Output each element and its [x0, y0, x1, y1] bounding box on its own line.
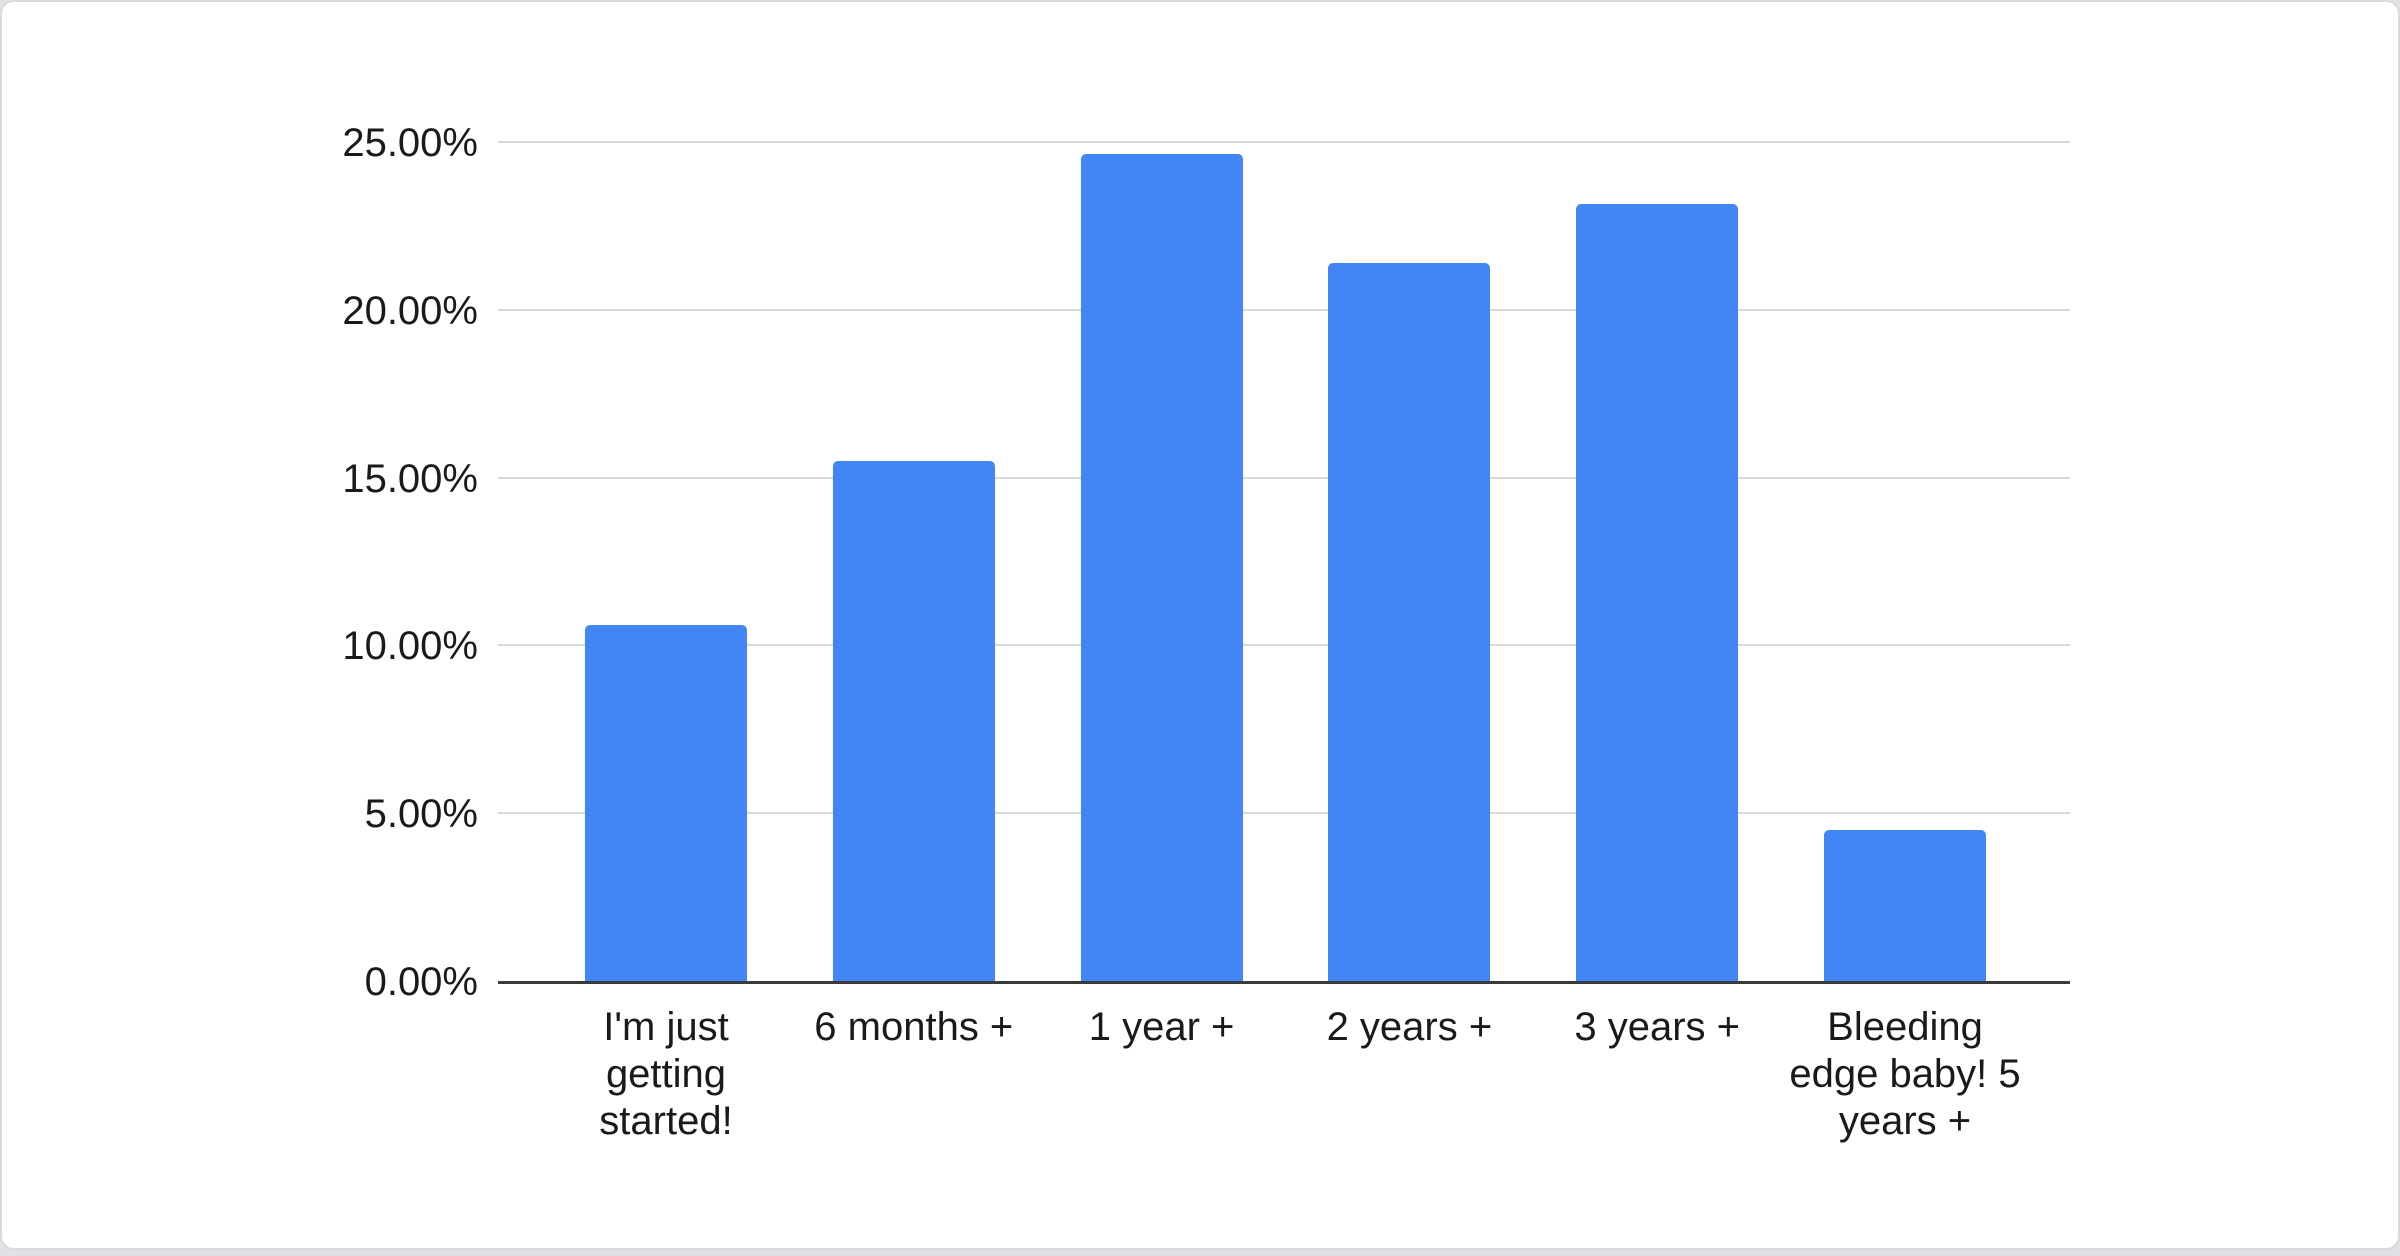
x-axis-label-3: 2 years +	[1326, 1005, 1493, 1049]
x-axis-label-0: I'm just getting started!	[599, 1005, 733, 1143]
page-background-strip	[0, 1250, 2400, 1256]
y-axis-label-20: 20.00%	[342, 288, 478, 333]
bar-4	[1576, 204, 1739, 981]
gridline-10	[498, 644, 2070, 647]
gridline-15	[498, 476, 2070, 479]
plot-area	[498, 141, 2070, 984]
y-axis-label-15: 15.00%	[342, 456, 478, 501]
gridline-5	[498, 812, 2070, 815]
bar-1	[832, 460, 995, 981]
y-axis-label-10: 10.00%	[342, 624, 478, 669]
gridline-25	[498, 141, 2070, 143]
x-axis-label-1: 6 months +	[814, 1005, 1014, 1049]
bar-2	[1080, 153, 1243, 981]
x-axis-label-2: 1 year +	[1088, 1005, 1235, 1049]
bar-0	[585, 625, 747, 981]
bar-5	[1824, 829, 1986, 981]
gridline-20	[498, 308, 2070, 311]
y-axis-label-5: 5.00%	[364, 792, 478, 837]
x-axis-label-5: Bleeding edge baby! 5 years +	[1789, 1005, 2021, 1143]
y-axis-label-25: 25.00%	[342, 121, 478, 165]
bar-3	[1328, 262, 1491, 981]
x-axis-label-4: 3 years +	[1574, 1005, 1741, 1049]
y-axis-label-0: 0.00%	[364, 960, 478, 1004]
